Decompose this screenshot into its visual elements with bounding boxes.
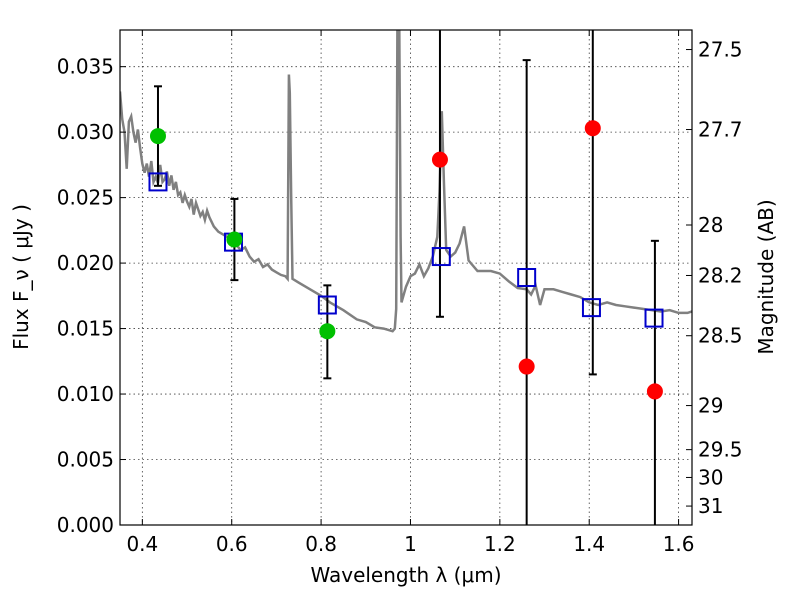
mag-tick-label: 30 [698, 465, 723, 489]
mag-tick-label: 28.2 [698, 263, 743, 287]
tick-layer: 0.4 0.6 0.8 1 1.2 1.4 1.6 0.000 0.005 0.010 0.015 0… [57, 30, 743, 556]
x-tick-label: 0.4 [126, 532, 158, 556]
mag-tick-label: 29.5 [698, 438, 743, 462]
observed-flux-point [584, 120, 601, 137]
model-photometry-point [644, 308, 664, 328]
mag-tick-label: 28.5 [698, 324, 743, 348]
x-tick-label: 0.6 [216, 532, 248, 556]
mag-tick-label: 29 [698, 394, 723, 418]
x-tick-label: 1 [404, 532, 417, 556]
mag-tick-label: 28 [698, 213, 723, 237]
y-tick-label: 0.010 [57, 382, 114, 406]
mag-tick-label: 27.7 [698, 118, 743, 142]
y-tick-label: 0.000 [57, 513, 114, 537]
y-tick-label: 0.035 [57, 55, 114, 79]
y-tick-label: 0.020 [57, 251, 114, 275]
x-axis-label: Wavelength λ (μm) [310, 563, 501, 587]
model-photometry-point [431, 247, 451, 267]
model-photometry-point [148, 172, 168, 192]
grid-layer [120, 30, 692, 525]
observed-flux-point [149, 128, 166, 145]
observed-flux-point [226, 231, 243, 248]
y-axis-right-label: Magnitude (AB) [754, 199, 778, 354]
y-tick-label: 0.015 [57, 317, 114, 341]
x-tick-label: 0.8 [305, 532, 337, 556]
y-axis-label: Flux F_ν ( μJy ) [9, 204, 33, 350]
x-tick-label: 1.4 [573, 532, 605, 556]
mag-tick-label: 31 [698, 494, 723, 518]
y-tick-label: 0.030 [57, 120, 114, 144]
errorbar-layer [153, 30, 659, 525]
x-tick-label: 1.6 [663, 532, 695, 556]
x-tick-label: 1.2 [484, 532, 516, 556]
observed-flux-point [518, 358, 535, 375]
observed-flux-point [646, 383, 663, 400]
model-photometry-point [317, 295, 337, 315]
model-spectrum-layer [120, 30, 692, 333]
marker-layer [148, 120, 664, 400]
plot-frame [119, 29, 693, 526]
mag-tick-label: 27.5 [698, 38, 743, 62]
model-photometry-point [581, 298, 601, 318]
observed-flux-point [431, 151, 448, 168]
model-spectrum-line [120, 30, 692, 333]
y-tick-label: 0.005 [57, 448, 114, 472]
model-photometry-point [517, 268, 537, 287]
y-tick-label: 0.025 [57, 186, 114, 210]
observed-flux-point [319, 323, 336, 340]
